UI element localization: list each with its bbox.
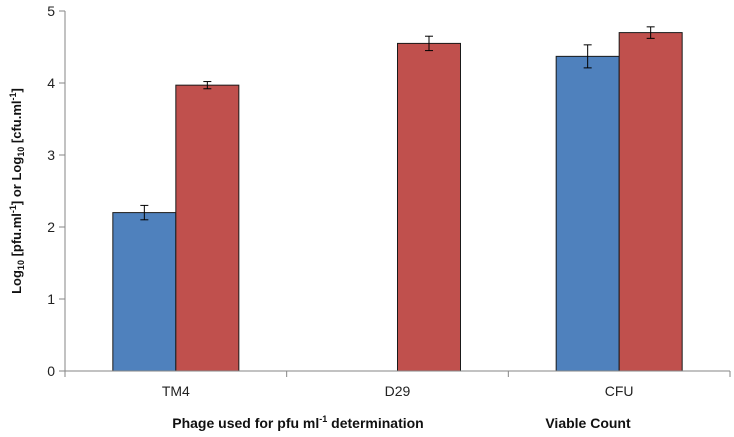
y-tick-label: 0 bbox=[47, 363, 55, 379]
y-tick-label: 1 bbox=[47, 291, 55, 307]
error-bar bbox=[425, 35, 433, 52]
error-bar bbox=[646, 26, 655, 39]
bar-series-1-cfu bbox=[555, 55, 620, 372]
y-tick-label: 2 bbox=[47, 219, 55, 235]
x-axis-group-title-phage: Phage used for pfu ml-1 determination bbox=[172, 414, 424, 431]
bar-series-1-tm4 bbox=[112, 212, 177, 372]
bar-series-2-cfu bbox=[618, 32, 683, 372]
x-tick-label: D29 bbox=[385, 383, 411, 399]
y-axis-title: Log10 [pfu.ml-1] or Log10 [cfu.ml-1] bbox=[8, 88, 26, 294]
axes bbox=[64, 11, 730, 372]
x-tick-label: TM4 bbox=[162, 383, 190, 399]
y-tick-label: 4 bbox=[47, 75, 55, 91]
y-tick-label: 3 bbox=[47, 147, 55, 163]
error-bar bbox=[140, 204, 149, 221]
x-axis-ticks: TM4 D29 CFU bbox=[64, 371, 731, 399]
error-bars bbox=[140, 26, 655, 221]
y-axis-ticks: 0 1 2 3 4 5 bbox=[47, 3, 65, 379]
bar-series-2-tm4 bbox=[175, 84, 240, 372]
bars bbox=[112, 32, 683, 372]
y-tick-label: 5 bbox=[47, 3, 55, 19]
bar-series-2-d29 bbox=[397, 42, 461, 372]
error-bar bbox=[203, 81, 212, 90]
x-axis-group-title-viable: Viable Count bbox=[545, 415, 631, 431]
x-tick-label: CFU bbox=[605, 383, 634, 399]
error-bar bbox=[583, 44, 592, 69]
